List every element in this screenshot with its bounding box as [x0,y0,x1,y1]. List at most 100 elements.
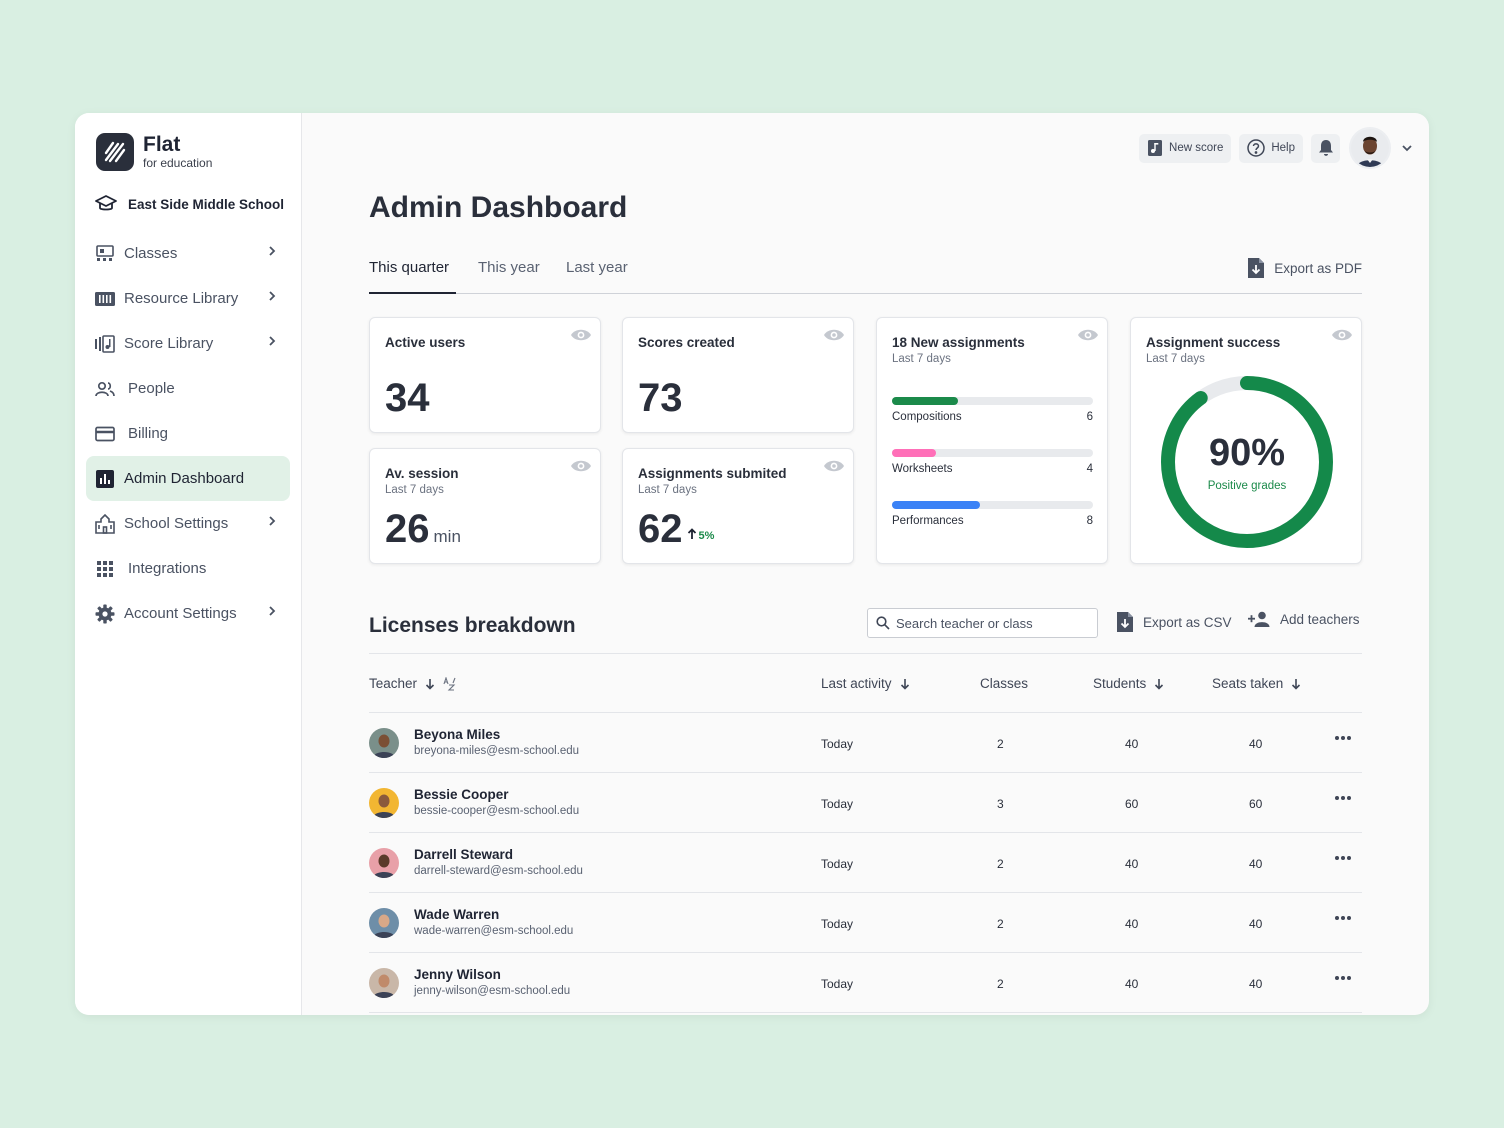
school-name[interactable]: East Side Middle School [95,195,284,213]
eye-icon[interactable] [1077,328,1099,342]
notifications-button[interactable] [1311,133,1340,163]
more-options-icon[interactable] [1334,975,1352,981]
seats-cell: 60 [1249,797,1263,811]
sidebar: Flat for education East Side Middle Scho… [75,113,302,1015]
students-cell: 40 [1125,977,1139,991]
table-row[interactable]: Darrell Steward darrell-steward@esm-schoo… [369,833,1362,893]
more-options-icon[interactable] [1334,735,1352,741]
eye-icon[interactable] [823,459,845,473]
teacher-photo-icon [373,854,395,878]
teacher-photo-icon [373,794,395,818]
card-subtitle: Last 7 days [385,484,444,496]
bar-fill [892,397,959,405]
students-cell: 40 [1125,917,1139,931]
new-score-button[interactable]: New score [1139,133,1232,163]
teacher-name[interactable]: Jenny Wilson [414,967,501,982]
seats-cell: 40 [1249,917,1263,931]
more-options-icon[interactable] [1334,855,1352,861]
file-download-icon [1117,612,1133,632]
tab-this-year[interactable]: This year [478,259,540,276]
sidebar-item-label: People [128,380,175,397]
success-label: Positive grades [1207,480,1287,492]
bar-label: Worksheets [892,463,953,475]
search-input[interactable] [896,615,1086,631]
active-users-value: 34 [385,376,430,420]
sidebar-item-people[interactable]: People [86,366,290,411]
grid-icon [95,559,115,579]
export-pdf-label: Export as PDF [1274,260,1362,276]
eye-icon[interactable] [1331,328,1353,342]
logo[interactable]: Flat for education [96,133,212,171]
tab-last-year[interactable]: Last year [566,259,628,276]
students-cell: 40 [1125,857,1139,871]
table-row[interactable]: Beyona Miles breyona-miles@esm-school.edu… [369,713,1362,773]
table-row[interactable]: Jenny Wilson jenny-wilson@esm-school.edu T… [369,953,1362,1013]
eye-icon[interactable] [570,459,592,473]
teacher-avatar [369,728,399,758]
teacher-name[interactable]: Bessie Cooper [414,787,509,802]
card-subtitle: Last 7 days [638,484,697,496]
bar-fill [892,501,981,509]
column-last-activity[interactable]: Last activity [821,676,910,691]
column-teacher[interactable]: Teacher [369,676,457,691]
sidebar-item-school-settings[interactable]: School Settings [86,501,290,546]
trend-value: 5% [698,529,715,542]
licenses-title: Licenses breakdown [369,614,576,637]
add-teachers-button[interactable]: Add teachers [1248,611,1360,627]
chevron-down-icon[interactable] [1401,144,1413,152]
column-students[interactable]: Students [1093,676,1164,691]
sidebar-item-label: Admin Dashboard [124,470,245,487]
bar-label: Compositions [892,411,962,423]
app-window: Flat for education East Side Middle Scho… [75,113,1429,1015]
sidebar-item-label: Score Library [124,335,214,352]
table-row[interactable]: Wade Warren wade-warren@esm-school.edu Tod… [369,893,1362,953]
chevron-right-icon [269,606,276,616]
column-classes[interactable]: Classes [980,676,1028,691]
bar-count: 4 [1086,463,1093,475]
column-label: Teacher [369,676,418,691]
table-row[interactable]: Bessie Cooper bessie-cooper@esm-school.ed… [369,773,1362,833]
card-title: 18 New assignments [892,335,1025,350]
sidebar-item-account-settings[interactable]: Account Settings [86,591,290,636]
sidebar-item-resource-library[interactable]: Resource Library [86,276,290,321]
export-pdf-button[interactable]: Export as PDF [1246,257,1362,279]
more-options-icon[interactable] [1334,915,1352,921]
column-seats-taken[interactable]: Seats taken [1212,676,1301,691]
teacher-avatar [369,788,399,818]
new-score-label: New score [1169,142,1224,154]
teacher-name[interactable]: Wade Warren [414,907,500,922]
music-file-icon [1148,140,1163,156]
export-csv-button[interactable]: Export as CSV [1115,611,1232,633]
sort-down-icon [425,678,435,690]
column-label: Last activity [821,676,892,691]
help-icon [1247,139,1266,157]
sidebar-item-integrations[interactable]: Integrations [86,546,290,591]
teacher-email: wade-warren@esm-school.edu [414,925,574,937]
user-avatar[interactable] [1349,127,1391,169]
help-button[interactable]: Help [1239,133,1303,163]
teacher-avatar [369,968,399,998]
teacher-photo-icon [373,974,395,998]
teacher-email: breyona-miles@esm-school.edu [414,745,580,757]
seats-cell: 40 [1249,737,1263,751]
sidebar-item-classes[interactable]: Classes [86,231,290,276]
eye-icon[interactable] [570,328,592,342]
sidebar-item-billing[interactable]: Billing [86,411,290,456]
teacher-name[interactable]: Beyona Miles [414,727,501,742]
sort-az-icon[interactable] [443,676,457,691]
sidebar-item-label: School Settings [124,515,229,532]
main-content: New score Help Admin Dashboard This quar… [302,113,1429,1015]
library-icon [95,289,115,309]
teacher-name[interactable]: Darrell Steward [414,847,514,862]
logo-title: Flat [143,133,181,156]
sidebar-item-admin-dashboard[interactable]: Admin Dashboard [86,456,290,501]
search-icon [876,616,890,630]
column-label: Students [1093,676,1147,691]
column-label: Seats taken [1212,676,1284,691]
more-options-icon[interactable] [1334,795,1352,801]
eye-icon[interactable] [823,328,845,342]
card-title: Assignments submited [638,466,787,481]
export-csv-label: Export as CSV [1143,614,1232,630]
sidebar-item-score-library[interactable]: Score Library [86,321,290,366]
tab-this-quarter[interactable]: This quarter [369,259,450,276]
